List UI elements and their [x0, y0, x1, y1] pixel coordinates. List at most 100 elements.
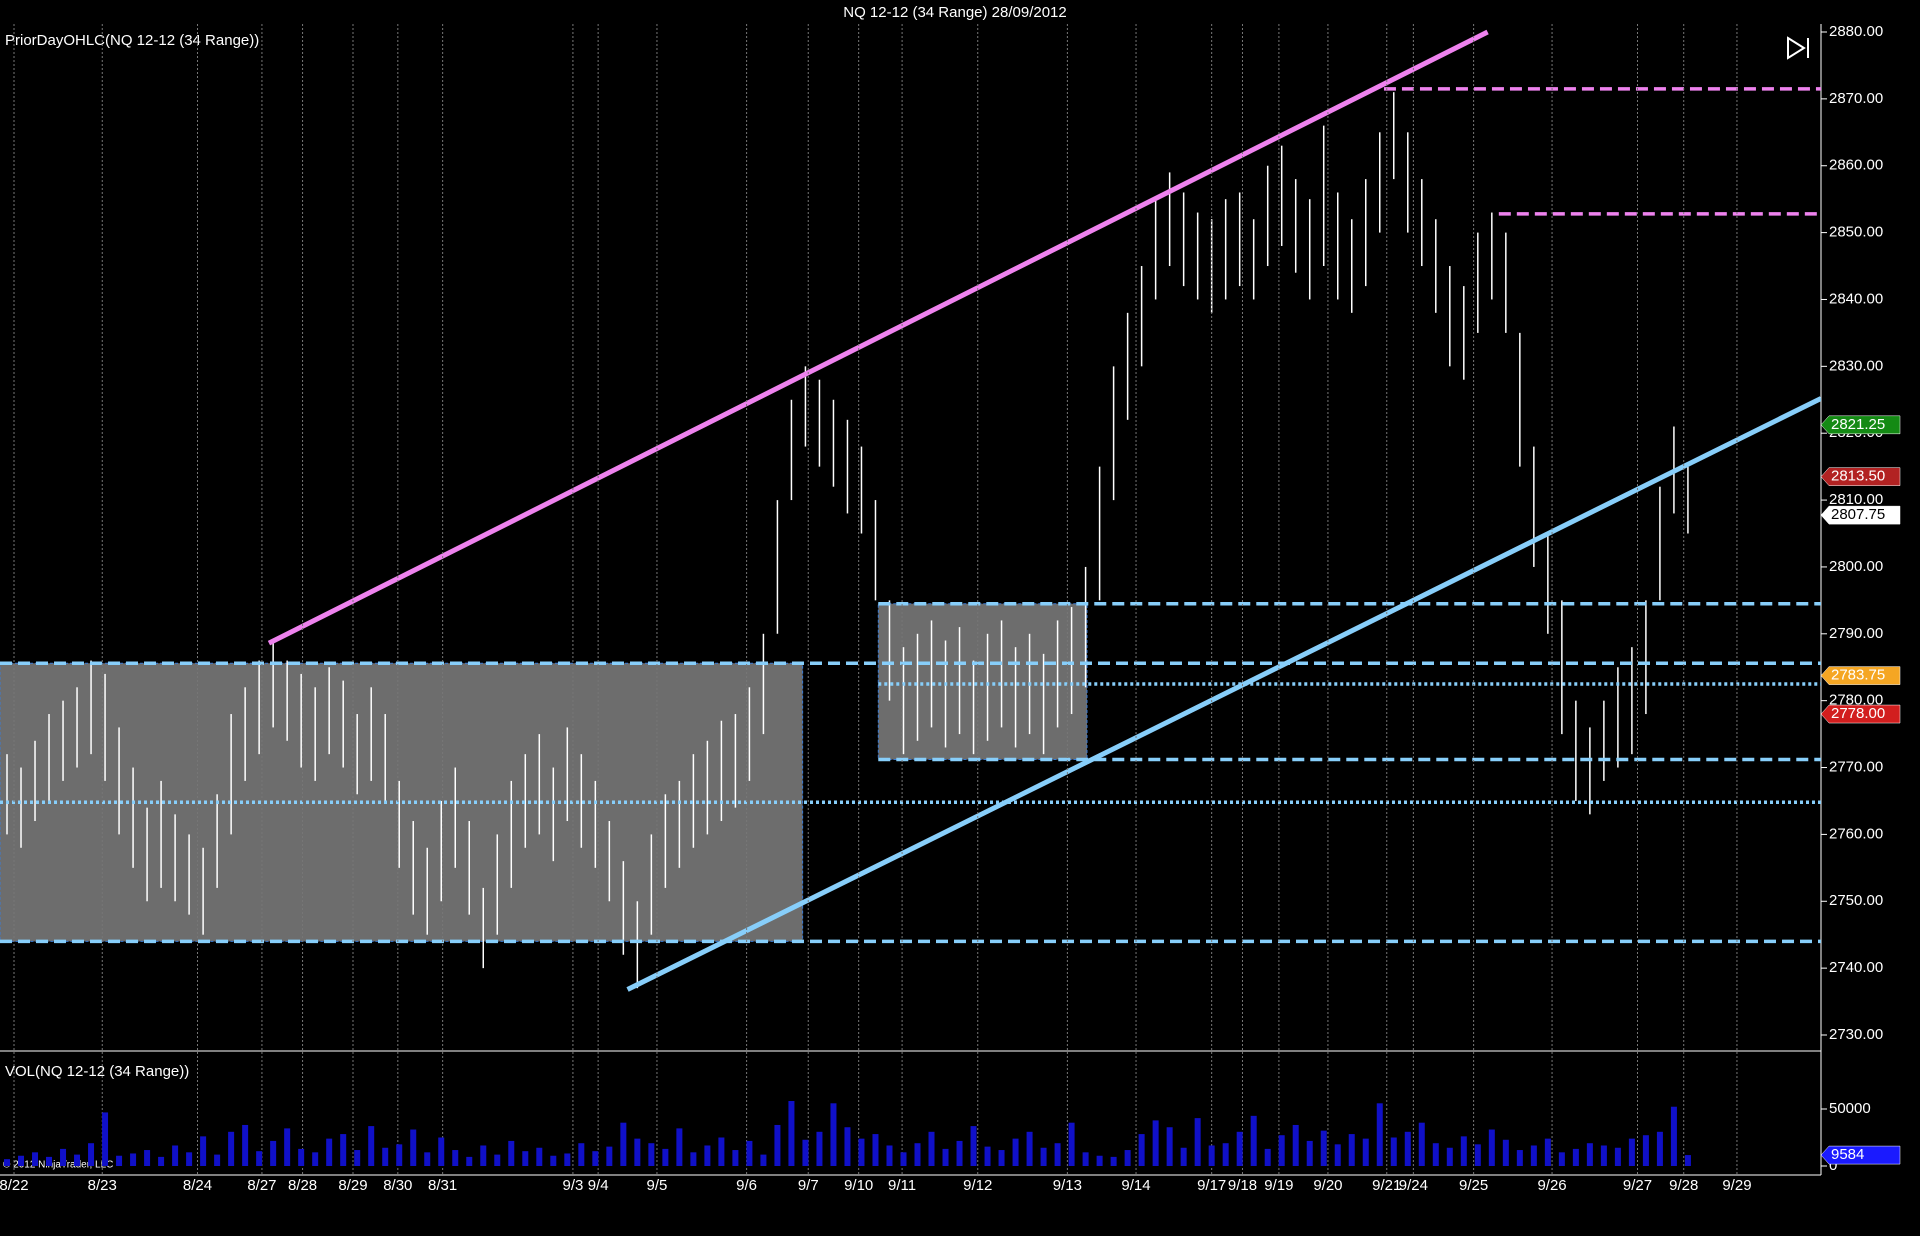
volume-bar	[1642, 1135, 1649, 1166]
price-tag-label: 2813.50	[1831, 468, 1885, 485]
volume-bar	[900, 1152, 907, 1166]
x-tick-label: 9/27	[1623, 1177, 1652, 1194]
volume-bar	[858, 1138, 865, 1166]
volume-bar	[1138, 1134, 1145, 1166]
volume-bar	[1572, 1148, 1579, 1166]
x-tick-label: 9/19	[1264, 1177, 1293, 1194]
volume-bar	[928, 1131, 935, 1166]
volume-bar	[1264, 1148, 1271, 1166]
volume-bar	[998, 1150, 1005, 1166]
trend-line	[267, 29, 1489, 646]
volume-bar	[606, 1146, 613, 1166]
volume-bar	[172, 1145, 179, 1166]
x-tick-label: 9/26	[1537, 1177, 1566, 1194]
volume-bar	[1516, 1150, 1523, 1166]
volume-bar	[578, 1143, 585, 1166]
volume-bar	[662, 1148, 669, 1166]
volume-bar	[1208, 1145, 1215, 1166]
y-tick-label: 2780.00	[1829, 692, 1883, 709]
volume-bar	[1054, 1143, 1061, 1166]
volume-bar	[816, 1131, 823, 1166]
copyright: © 2012 NinjaTrader, LLC	[3, 1160, 113, 1171]
volume-bar	[424, 1152, 431, 1166]
x-tick-label: 9/10	[844, 1177, 873, 1194]
volume-bar	[634, 1138, 641, 1166]
volume-bar	[60, 1148, 67, 1166]
price-tag-label: 2778.00	[1831, 705, 1885, 722]
volume-bar	[298, 1148, 305, 1166]
volume-bar	[158, 1156, 165, 1166]
volume-bar	[186, 1152, 193, 1166]
volume-bar	[1432, 1143, 1439, 1166]
volume-bar	[1236, 1131, 1243, 1166]
volume-bar	[1488, 1129, 1495, 1166]
volume-bar	[438, 1137, 445, 1166]
y-tick-label: 2880.00	[1829, 23, 1883, 40]
volume-bar	[732, 1150, 739, 1166]
x-tick-label: 8/23	[88, 1177, 117, 1194]
x-tick-label: 9/14	[1121, 1177, 1150, 1194]
volume-bar	[214, 1154, 221, 1166]
y-tick-label: 2750.00	[1829, 892, 1883, 909]
volume-bar	[1012, 1138, 1019, 1166]
volume-bar	[1376, 1103, 1383, 1166]
x-tick-label: 8/28	[288, 1177, 317, 1194]
x-tick-label: 9/3	[562, 1177, 583, 1194]
volume-bar	[1040, 1147, 1047, 1166]
volume-bar	[102, 1112, 109, 1166]
x-tick-label: 9/29	[1722, 1177, 1751, 1194]
volume-bar	[1292, 1124, 1299, 1166]
volume-bar	[200, 1136, 207, 1166]
price-tag	[1820, 666, 1901, 685]
volume-bar	[1250, 1115, 1257, 1166]
volume-bar	[1460, 1136, 1467, 1166]
y-tick-label: 0	[1829, 1157, 1837, 1174]
volume-bar	[802, 1139, 809, 1166]
volume-bar	[1278, 1135, 1285, 1166]
volume-bar	[942, 1148, 949, 1166]
volume-bar	[18, 1155, 25, 1166]
plot-area	[0, 29, 1821, 992]
volume-bar	[1180, 1147, 1187, 1166]
y-tick-label: 2730.00	[1829, 1026, 1883, 1043]
x-tick-label: 8/22	[0, 1177, 29, 1194]
x-tick-label: 9/4	[588, 1177, 609, 1194]
volume-bar	[648, 1143, 655, 1166]
volume-bar	[1068, 1122, 1075, 1166]
y-tick-label: 2830.00	[1829, 357, 1883, 374]
volume-bar	[1096, 1155, 1103, 1166]
volume-bar	[1166, 1127, 1173, 1166]
volume-bar	[788, 1101, 795, 1166]
volume-bar	[830, 1103, 837, 1166]
volume-bar	[32, 1152, 39, 1166]
volume-bar	[1502, 1139, 1509, 1166]
volume-bar	[1194, 1118, 1201, 1166]
price-tag-label: 2807.75	[1831, 506, 1885, 523]
x-tick-label: 9/7	[798, 1177, 819, 1194]
volume-bar	[774, 1124, 781, 1166]
price-tag	[1820, 415, 1901, 435]
y-tick-label: 2840.00	[1829, 290, 1883, 307]
volume-bar	[564, 1153, 571, 1166]
volume-bar	[522, 1151, 529, 1166]
volume-bar	[550, 1155, 557, 1166]
panel-label: PriorDayOHLC(NQ 12-12 (34 Range))	[5, 32, 259, 49]
x-tick-label: 9/17	[1197, 1177, 1226, 1194]
volume-bar	[1222, 1143, 1229, 1166]
trend-line	[626, 396, 1821, 992]
play-icon[interactable]	[1787, 36, 1809, 60]
volume-bar	[116, 1155, 123, 1166]
x-tick-label: 9/13	[1053, 1177, 1082, 1194]
x-tick-label: 9/24	[1399, 1177, 1428, 1194]
volume-bar	[620, 1122, 627, 1166]
volume-bar	[284, 1128, 291, 1166]
volume-bar	[466, 1156, 473, 1166]
volume-bar	[88, 1143, 95, 1166]
volume-bar	[1544, 1138, 1551, 1166]
y-tick-label: 2740.00	[1829, 959, 1883, 976]
volume-bar	[760, 1154, 767, 1166]
volume-bar	[1670, 1106, 1677, 1166]
panel-label: VOL(NQ 12-12 (34 Range))	[5, 1063, 189, 1080]
volume-bar	[886, 1145, 893, 1166]
y-tick-label: 50000	[1829, 1100, 1871, 1117]
